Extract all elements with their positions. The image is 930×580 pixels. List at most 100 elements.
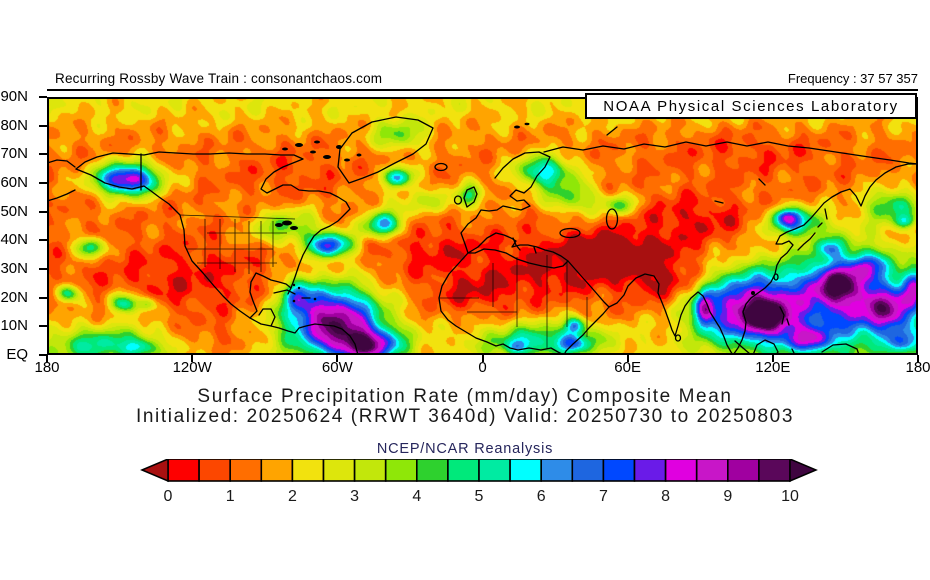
lat-tick-mark [39,239,47,242]
colorbar-cell [291,459,325,482]
colorbar-cells [167,459,791,482]
chart-subtitle: Initialized: 20250624 (RRWT 3640d) Valid… [136,406,794,427]
lon-tick-mark [917,355,919,362]
colorbar-cell [229,459,263,482]
coast-philippines [779,306,790,326]
colorbar-tick-label: 0 [164,488,173,505]
frequency-label: Frequency : 37 57 357 [787,71,918,86]
coast-arctic-russia [543,141,918,165]
colorbar-tick-label: 8 [661,488,670,505]
colorbar-tick-label: 6 [537,488,546,505]
colorbar-cell [353,459,387,482]
colorbar-cell [260,459,294,482]
lat-tick-mark [39,153,47,156]
lat-tick-mark [39,182,47,184]
colorbar-cell [509,459,543,482]
lat-tick-label: 20N [0,288,28,306]
coast-europe-africa-west [438,151,565,355]
borders-us-states [179,214,296,274]
coast-taiwan [773,273,779,281]
header-rule [47,89,918,91]
coast-mediterranean [467,232,569,269]
colorbar-under-arrow [140,459,169,483]
colorbar-over-arrow [789,459,818,483]
coast-east-asia [732,163,918,355]
noaa-banner: NOAA Physical Sciences Laboratory [585,93,917,119]
lat-tick-label: 60N [0,174,28,191]
colorbar-tick-labels: 0 1 2 3 4 5 6 7 8 9 10 [164,488,799,505]
coast-north-america-east [75,151,351,319]
lon-tick-mark [191,355,194,362]
lat-tick-mark [39,96,47,98]
lat-tick-label: 30N [0,260,28,277]
precip-map: 90N 80N 70N 60N 50N 40N 30N 20N 10N EQ 180 120W 60W… [0,89,930,377]
colorbar-cell [695,459,729,482]
coastlines-overlay [47,116,918,355]
coast-uk [463,186,478,208]
colorbar-cell [540,459,574,482]
coast-horn-of-africa [563,306,610,355]
lat-tick-label: 40N [0,231,28,249]
lat-tick-label: EQ [6,346,28,363]
coast-japan [797,208,828,251]
lon-tick-label: 180 [905,359,930,376]
coast-caribbean-islands [273,289,311,299]
lat-tick-label: 80N [0,116,28,134]
colorbar: 0 1 2 3 4 5 6 7 8 9 10 [140,459,818,505]
lon-tick-mark [626,355,629,362]
coast-italy-greece [512,237,537,254]
lat-tick-mark [39,124,47,127]
lat-tick-mark [39,325,47,328]
coast-yucatan [258,308,276,327]
colorbar-tick-label: 1 [226,488,235,505]
colorbar-cell [758,459,791,482]
colorbar-cell [384,459,418,482]
coast-iceland [434,162,448,172]
coast-black-sea [559,227,581,239]
colorbar-tick-label: 3 [350,488,359,505]
colorbar-cell [478,459,511,482]
colorbar-cell [633,459,667,482]
chart-title: Surface Precipitation Rate (mm/day) Comp… [197,386,733,407]
colorbar-cell [571,459,605,482]
colorbar-cell [322,459,356,482]
colorbar-cell [726,459,760,482]
colorbar-cell [167,459,200,482]
lat-tick-mark [39,296,47,299]
coast-ireland [453,195,463,205]
page-title: Recurring Rossby Wave Train : consonantc… [55,71,383,86]
colorbar-tick-label: 10 [781,488,799,505]
colorbar-cell [602,459,636,482]
colorbar-tick-label: 5 [475,488,484,505]
coast-arabia-india-seasia [567,260,734,355]
small-islands [275,122,755,303]
lat-tick-label: 50N [0,202,28,220]
lat-tick-mark [39,268,47,270]
coast-lakes-asia [606,126,766,204]
lon-tick-label: 0 [478,359,487,376]
coast-greenland [337,116,434,184]
colorbar-cell [447,459,480,482]
lon-tick-label: 120W [172,359,212,376]
colorbar-cell [664,459,698,482]
colorbar-cell [415,459,449,482]
lon-tick-label: 60E [614,359,641,376]
lat-tick-label: 90N [0,88,28,105]
lon-tick-mark [46,355,48,362]
data-source-label: NCEP/NCAR Reanalysis [376,441,554,457]
coast-caspian-sea [605,208,619,230]
lat-tick-mark [39,210,47,213]
lat-tick-label: 10N [0,317,28,335]
lon-tick-mark [481,355,484,362]
coast-aleutians [47,159,76,202]
coast-indonesia [734,339,860,355]
lat-tick-label: 70N [0,145,28,163]
borders-africa [439,255,588,349]
colorbar-tick-label: 9 [723,488,732,505]
colorbar-tick-label: 4 [412,488,421,505]
lon-tick-mark [336,355,339,362]
coast-sri-lanka [674,334,682,342]
coast-north-america-west [75,168,359,355]
colorbar-cell [198,459,231,482]
